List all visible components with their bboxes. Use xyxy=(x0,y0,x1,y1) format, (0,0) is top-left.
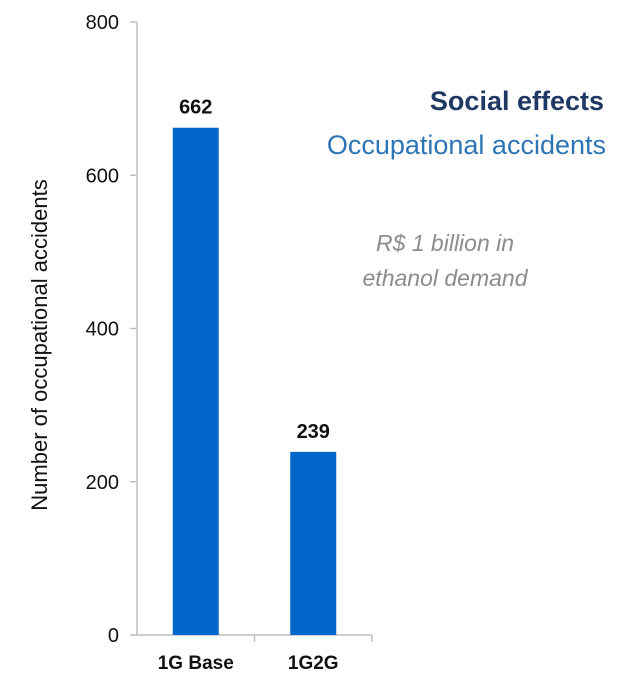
annotation-note-line2: ethanol demand xyxy=(362,265,528,291)
data-label: 239 xyxy=(297,421,330,443)
chart-heading-title: Social effects xyxy=(429,86,604,116)
bar xyxy=(172,127,219,636)
x-tick-label: 1G2G xyxy=(288,653,339,674)
annotation-note-line1: R$ 1 billion in xyxy=(375,230,515,256)
x-tick-label: 1G Base xyxy=(158,653,234,674)
y-tick-label: 400 xyxy=(86,319,119,341)
y-tick-label: 600 xyxy=(86,165,119,187)
y-tick-label: 200 xyxy=(86,472,119,494)
y-tick-label: 800 xyxy=(86,12,119,34)
annotation-note: R$ 1 billion in ethanol demand xyxy=(330,226,560,296)
y-axis-label: Number of occupational accidents xyxy=(27,179,52,510)
chart-heading-subtitle: Occupational accidents xyxy=(326,130,606,160)
labels: 0 200 400 600 800 662 1G Base 239 1G2G xyxy=(86,12,339,674)
y-tick-label: 0 xyxy=(108,625,119,647)
bar xyxy=(290,451,337,635)
bars xyxy=(172,127,337,636)
data-label: 662 xyxy=(179,97,212,119)
